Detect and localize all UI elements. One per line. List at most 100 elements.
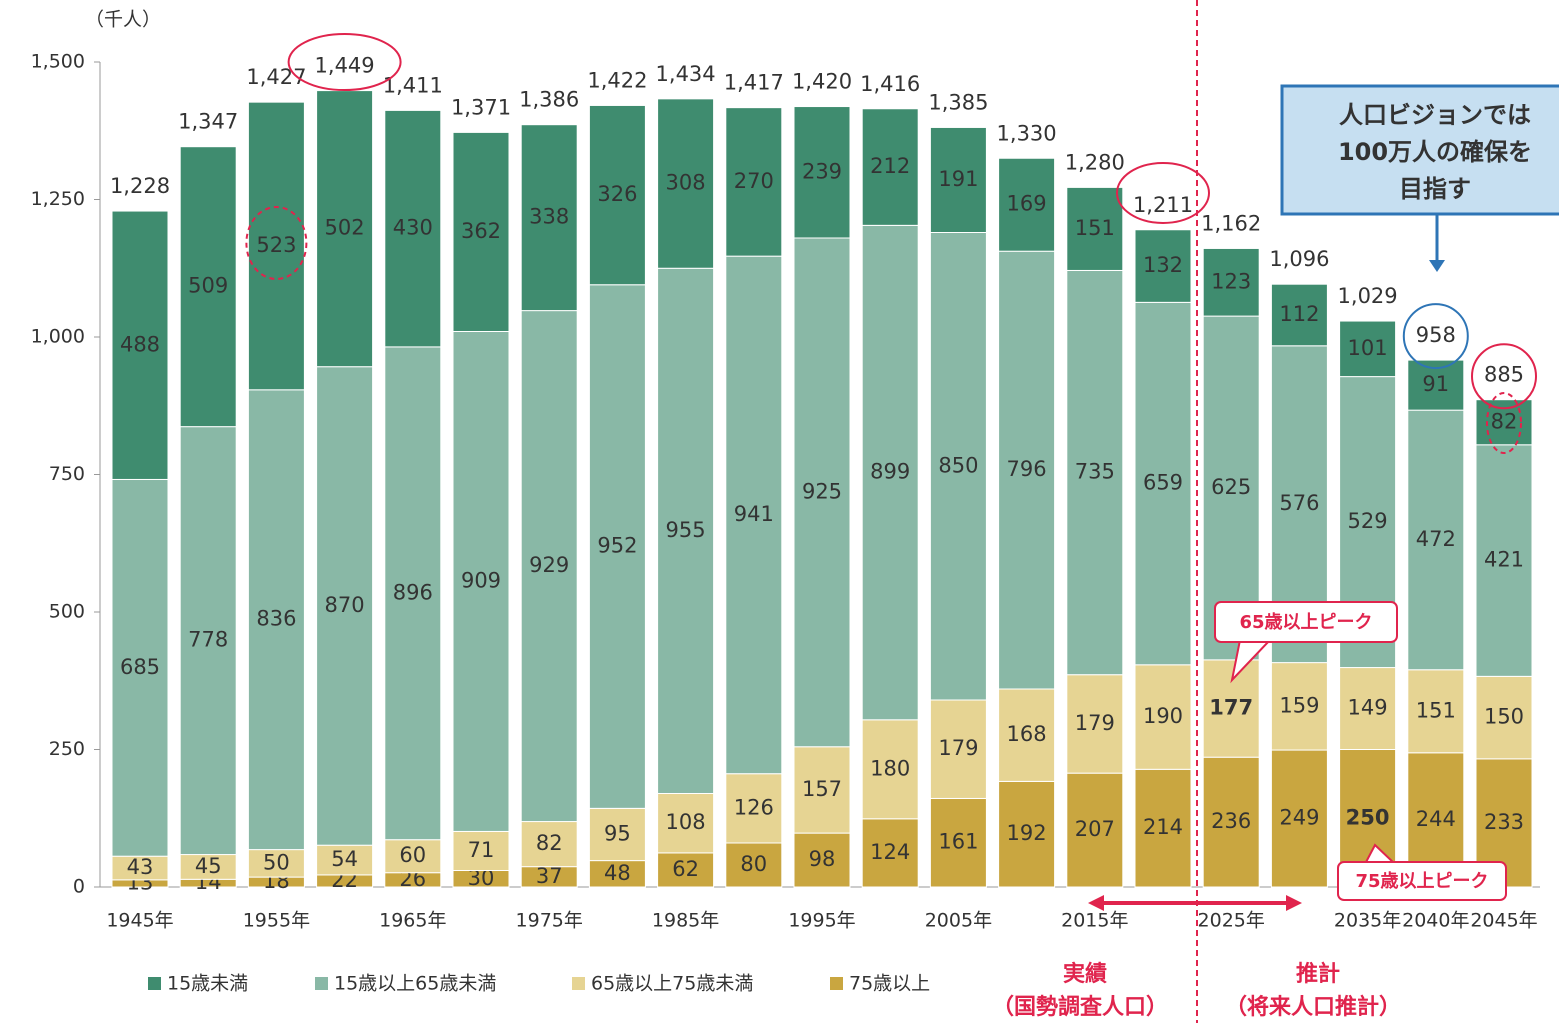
callout-box <box>1214 601 1398 643</box>
segment-label: 191 <box>938 167 978 191</box>
total-label: 1,386 <box>519 88 579 112</box>
callout-text: 目指す <box>1399 175 1471 203</box>
bar-segment <box>1270 749 1328 888</box>
segment-label: 270 <box>734 169 774 193</box>
segment-label: 207 <box>1075 817 1115 841</box>
segment-label: 735 <box>1075 460 1115 484</box>
bar-segment <box>452 131 510 332</box>
segment-label: 192 <box>1007 821 1047 845</box>
total-label: 885 <box>1484 363 1524 387</box>
x-tick-label: 1955年 <box>243 910 310 932</box>
bar-segment <box>1339 320 1397 378</box>
segment-label: 236 <box>1211 809 1251 833</box>
total-label: 1,228 <box>110 174 170 198</box>
highlight <box>1486 392 1522 454</box>
bar-segment <box>657 267 715 794</box>
total-label: 1,416 <box>860 72 920 96</box>
total-label: 1,371 <box>451 95 511 119</box>
projection-label: 推計 <box>1296 961 1340 987</box>
total-label: 1,347 <box>178 110 238 134</box>
segment-label: 161 <box>938 830 978 854</box>
bar-segment <box>657 793 715 854</box>
x-tick-label: 2040年 <box>1402 910 1469 932</box>
bar-segment <box>793 237 851 748</box>
y-tick-label: 0 <box>73 876 85 898</box>
bar-segment <box>725 842 783 888</box>
segment-label: 132 <box>1143 253 1183 277</box>
bar-segment <box>1475 399 1533 446</box>
bar-segment <box>179 854 237 880</box>
bar-segment <box>998 250 1056 690</box>
bar-segment <box>1407 409 1465 671</box>
bar-segment <box>111 478 169 857</box>
segment-label: 250 <box>1346 805 1390 829</box>
bar-segment <box>1134 768 1192 888</box>
total-label: 1,417 <box>724 71 784 95</box>
x-tick-label: 1995年 <box>788 910 855 932</box>
arrow-head <box>1088 895 1104 911</box>
segment-label: 239 <box>802 159 842 183</box>
segment-label: 123 <box>1211 269 1251 293</box>
callout-text: 65歳以上ピーク <box>1239 612 1372 633</box>
segment-label: 214 <box>1143 815 1183 839</box>
callout-text: 100万人の確保を <box>1338 138 1532 166</box>
bar-segment <box>657 98 715 269</box>
segment-label: 180 <box>870 756 910 780</box>
bar-segment <box>861 818 919 888</box>
segment-label: 778 <box>188 628 228 652</box>
segment-label: 244 <box>1416 807 1456 831</box>
segment-label: 101 <box>1348 336 1388 360</box>
total-label: 1,434 <box>656 62 716 86</box>
highlight <box>1402 303 1469 370</box>
arrow-head <box>1286 895 1302 911</box>
bar-segment <box>998 688 1056 782</box>
bar-segment <box>247 849 305 878</box>
segment-label: 899 <box>870 460 910 484</box>
segment-label: 625 <box>1211 475 1251 499</box>
total-label: 1,280 <box>1065 150 1125 174</box>
segment-label: 502 <box>325 216 365 240</box>
segment-label: 151 <box>1416 698 1456 722</box>
segment-label: 488 <box>120 332 160 356</box>
y-tick-label: 1,250 <box>31 188 85 210</box>
segment-label: 896 <box>393 580 433 604</box>
segment-label: 157 <box>802 777 842 801</box>
legend-label: 75歳以上 <box>849 973 930 995</box>
total-label: 1,449 <box>315 54 375 78</box>
segment-label: 108 <box>666 810 706 834</box>
bar-segment <box>1066 186 1124 271</box>
bar-segment <box>179 146 237 428</box>
bar-segment <box>861 719 919 820</box>
segment-label: 685 <box>120 655 160 679</box>
segment-label: 190 <box>1143 704 1183 728</box>
segment-label: 150 <box>1484 705 1524 729</box>
actual-sub: （国勢調査人口） <box>992 994 1168 1020</box>
bar-segment <box>929 797 987 888</box>
bar-segment <box>384 346 442 841</box>
segment-label: 850 <box>938 453 978 477</box>
total-label: 1,420 <box>792 70 852 94</box>
segment-label: 168 <box>1007 722 1047 746</box>
legend-swatch <box>315 977 328 990</box>
highlight <box>1471 343 1537 410</box>
segment-label: 509 <box>188 274 228 298</box>
legend-swatch <box>148 977 161 990</box>
bar-segment <box>1134 301 1192 666</box>
projection-sub: （将来人口推計） <box>1225 994 1401 1020</box>
bar-segment <box>316 366 374 846</box>
segment-label: 43 <box>127 855 154 879</box>
highlight <box>1116 161 1210 224</box>
segment-label: 836 <box>256 607 296 631</box>
bar-segment <box>793 106 851 239</box>
segment-label: 472 <box>1416 527 1456 551</box>
bar-segment <box>1066 269 1124 676</box>
segment-label: 338 <box>529 205 569 229</box>
bar-segment <box>452 830 510 872</box>
callout-text: 75歳以上ピーク <box>1355 871 1488 892</box>
x-tick-label: 1945年 <box>106 910 173 932</box>
bar-segment <box>1475 675 1533 760</box>
bar-segment <box>793 746 851 834</box>
x-tick-label: 2035年 <box>1334 910 1401 932</box>
segment-label: 326 <box>597 182 637 206</box>
